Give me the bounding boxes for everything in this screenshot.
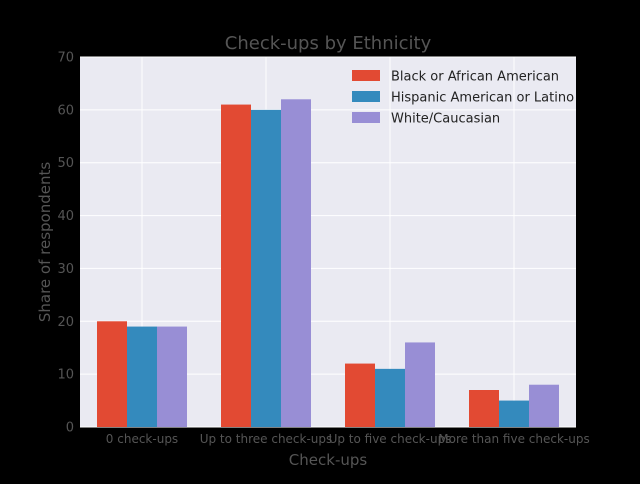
chart-title: Check-ups by Ethnicity: [225, 33, 432, 54]
y-tick-label: 10: [57, 368, 74, 383]
bar: [221, 104, 251, 428]
y-tick-label: 30: [57, 262, 74, 277]
bar: [499, 400, 529, 427]
legend-label: White/Caucasian: [391, 112, 500, 127]
legend-swatch: [352, 112, 380, 123]
y-axis-label: Share of respondents: [36, 162, 54, 323]
y-tick-label: 20: [57, 315, 74, 330]
bar: [345, 363, 375, 427]
bar: [97, 321, 127, 427]
bar: [251, 109, 281, 427]
y-tick-label: 70: [57, 51, 74, 66]
x-tick-label: Up to five check-ups: [329, 432, 452, 446]
bar: [529, 384, 559, 427]
y-axis-ticks: 0 10 20 30 40 50 60 70: [57, 51, 74, 436]
x-tick-label: Up to three check-ups: [200, 432, 333, 446]
x-tick-label: 0 check-ups: [106, 432, 178, 446]
bar: [281, 99, 311, 428]
bars: [97, 99, 559, 428]
x-tick-label: More than five check-ups: [438, 432, 589, 446]
x-axis-label: Check-ups: [289, 451, 368, 469]
y-tick-label: 60: [57, 103, 74, 118]
y-tick-label: 40: [57, 209, 74, 224]
legend: Black or African American Hispanic Americ…: [352, 70, 574, 127]
bar: [405, 342, 435, 427]
y-tick-label: 0: [66, 421, 74, 436]
legend-label: Black or African American: [391, 70, 559, 85]
bar: [469, 390, 499, 427]
legend-swatch: [352, 91, 380, 102]
legend-label: Hispanic American or Latino: [391, 91, 574, 106]
legend-swatch: [352, 70, 380, 81]
y-tick-label: 50: [57, 156, 74, 171]
bar: [127, 326, 157, 427]
bar: [157, 326, 187, 427]
bar: [375, 368, 405, 427]
